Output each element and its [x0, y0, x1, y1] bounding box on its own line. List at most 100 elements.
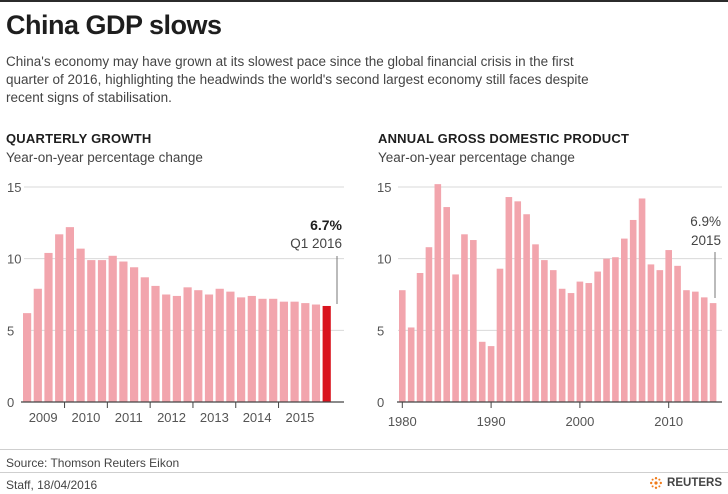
annual-xtick-label: 1980	[388, 414, 417, 429]
credit-note: Staff, 18/04/2016	[6, 478, 98, 492]
quarterly-chart-subtitle: Year-on-year percentage change	[6, 150, 203, 165]
quarterly-xtick-label: 2015	[285, 410, 314, 425]
annual-bar	[514, 201, 522, 402]
quarterly-bar	[204, 294, 214, 402]
annual-bar	[709, 303, 717, 402]
quarterly-bar	[269, 298, 278, 402]
annual-bar	[541, 260, 548, 402]
annual-bar	[558, 288, 566, 402]
quarterly-bar	[194, 290, 203, 402]
annual-bar	[576, 281, 584, 402]
annual-bar	[478, 341, 486, 402]
quarterly-bar	[87, 260, 96, 402]
annual-bar	[407, 327, 415, 402]
quarterly-bar	[140, 277, 149, 402]
annual-annotation-label: 2015	[691, 233, 721, 248]
quarterly-bar	[130, 267, 139, 402]
quarterly-bar	[172, 295, 181, 402]
quarterly-xtick-label: 2012	[157, 410, 186, 425]
quarterly-bar	[97, 260, 107, 402]
quarterly-bar	[258, 298, 267, 402]
annual-bar	[612, 257, 619, 402]
annual-bar	[603, 258, 610, 402]
quarterly-bar	[215, 288, 224, 402]
quarterly-bar	[65, 227, 74, 402]
credit-divider	[0, 472, 728, 473]
page-title: China GDP slows	[6, 10, 222, 40]
annual-xtick-label: 2000	[565, 414, 594, 429]
annual-annotation-value: 6.9%	[690, 214, 721, 229]
quarterly-bar	[290, 301, 299, 402]
annual-bar	[674, 265, 681, 402]
quarterly-ytick-label: 0	[7, 395, 14, 410]
annual-bar	[638, 198, 646, 402]
annual-bar	[683, 290, 690, 402]
annual-bar	[629, 219, 637, 402]
annual-chart-subtitle: Year-on-year percentage change	[378, 150, 575, 165]
source-note: Source: Thomson Reuters Eikon	[6, 456, 180, 470]
quarterly-bar	[226, 291, 235, 402]
annual-ytick-label: 15	[377, 180, 391, 195]
reuters-dots-icon	[650, 477, 663, 489]
annual-bar	[470, 240, 477, 402]
annual-bar	[523, 214, 530, 402]
annual-bar	[647, 264, 655, 402]
quarterly-ytick-label: 5	[7, 323, 14, 338]
annual-bar	[692, 291, 699, 402]
annual-xtick-label: 1990	[477, 414, 506, 429]
quarterly-bar	[33, 288, 42, 402]
annual-bar	[567, 293, 575, 402]
quarterly-chart-title: QUARTERLY GROWTH	[6, 131, 152, 146]
quarterly-bar	[279, 301, 288, 402]
quarterly-bar-latest	[322, 305, 331, 402]
quarterly-xtick-label: 2010	[71, 410, 100, 425]
annual-bar	[425, 247, 433, 402]
quarterly-bar	[119, 261, 128, 402]
annual-bar	[700, 297, 708, 402]
annual-bar	[443, 207, 450, 402]
quarterly-xtick-label: 2014	[243, 410, 272, 425]
quarterly-xtick-label: 2011	[115, 410, 143, 425]
annual-bar	[656, 270, 664, 402]
reuters-logo: REUTERS	[649, 476, 722, 490]
quarterly-ytick-label: 15	[7, 180, 21, 195]
quarterly-bar	[55, 234, 64, 402]
annual-bar	[549, 270, 557, 402]
quarterly-bar	[183, 287, 192, 402]
annual-bar	[585, 283, 593, 402]
annual-bar	[416, 273, 424, 402]
quarterly-bar	[151, 285, 160, 402]
annual-bar	[505, 197, 513, 402]
quarterly-bar	[311, 304, 321, 402]
quarterly-bar	[108, 255, 117, 402]
annual-bar	[487, 346, 495, 402]
quarterly-annotation-label: Q1 2016	[290, 236, 342, 251]
footer-divider	[0, 449, 728, 450]
annual-gdp-chart: 0 5 10 15 1980 1990 2000 2010 6.9% 2015	[377, 180, 722, 429]
annual-bar	[434, 184, 442, 402]
quarterly-bar	[23, 313, 32, 402]
quarterly-growth-chart: 0 5 10 15 2009 2010 2011 2012 2013 2014 2015 6.7%…	[7, 180, 344, 425]
annual-bar	[461, 234, 468, 402]
quarterly-annotation-value: 6.7%	[310, 217, 342, 233]
quarterly-bar	[237, 297, 246, 402]
annual-bar	[621, 238, 628, 402]
annual-bar	[452, 274, 459, 402]
quarterly-bar	[162, 294, 171, 402]
page-subtitle: China's economy may have grown at its sl…	[6, 54, 589, 105]
top-rule	[0, 0, 728, 2]
annual-bar	[594, 271, 601, 402]
annual-bar	[665, 250, 672, 402]
quarterly-xtick-label: 2009	[29, 410, 58, 425]
annual-ytick-label: 5	[377, 323, 384, 338]
annual-ytick-label: 10	[377, 252, 391, 267]
annual-xtick-label: 2010	[654, 414, 683, 429]
quarterly-bar	[44, 252, 53, 402]
reuters-logo-text: REUTERS	[667, 477, 722, 489]
annual-ytick-label: 0	[377, 395, 384, 410]
annual-bar	[532, 244, 539, 402]
annual-bar	[399, 290, 406, 402]
annual-bar	[496, 268, 504, 402]
quarterly-xtick-label: 2013	[200, 410, 229, 425]
quarterly-bar	[301, 303, 310, 402]
